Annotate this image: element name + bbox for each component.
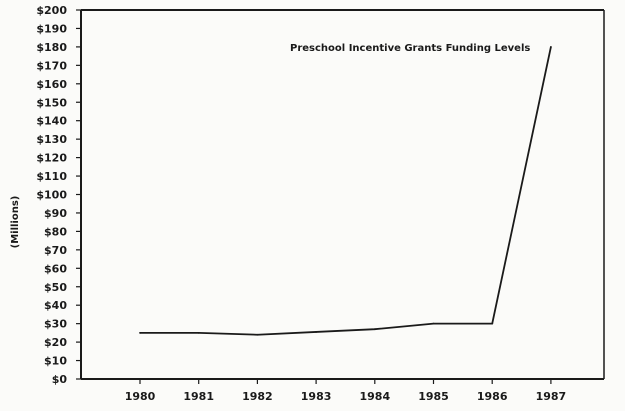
- y-tick-label: $70: [44, 244, 67, 257]
- y-tick-label: $110: [36, 170, 67, 183]
- data-point: [550, 46, 552, 48]
- data-point: [373, 328, 376, 331]
- x-tick-label: 1980: [125, 390, 156, 403]
- x-tick-label: 1981: [183, 390, 214, 403]
- x-axis: 1980 1981 1982 1983 1984 1985 1986 1987: [125, 379, 567, 403]
- y-tick-label: $140: [36, 115, 67, 128]
- y-tick-label: $30: [44, 318, 67, 331]
- y-tick-label: $20: [44, 336, 67, 349]
- chart-title: Preschool Incentive Grants Funding Level…: [290, 43, 530, 54]
- series-group: [139, 46, 552, 336]
- x-tick-label: 1982: [242, 390, 273, 403]
- x-tick-label: 1986: [477, 390, 508, 403]
- plot-frame: [80, 9, 605, 380]
- y-tick-label: $90: [44, 207, 67, 220]
- y-tick-label: $100: [36, 189, 67, 202]
- x-tick-label: 1984: [359, 390, 390, 403]
- y-tick-label: $80: [44, 225, 67, 238]
- y-axis: $0 $10 $20 $30 $40 $50 $60 $70 $80 $90 $100 $110 $12…: [36, 4, 81, 386]
- data-point: [315, 331, 317, 333]
- y-tick-label: $120: [36, 152, 67, 165]
- y-tick-label: $180: [36, 41, 67, 54]
- data-point: [256, 333, 259, 336]
- series-line: [140, 46, 552, 336]
- y-tick-label: $40: [44, 299, 67, 312]
- y-tick-label: $10: [44, 355, 67, 368]
- x-tick-label: 1983: [301, 390, 332, 403]
- y-tick-label: $200: [36, 4, 67, 17]
- y-tick-label: $60: [44, 262, 67, 275]
- data-point: [197, 331, 200, 334]
- y-tick-label: $160: [36, 78, 67, 91]
- x-tick-label: 1985: [418, 390, 449, 403]
- data-point: [432, 322, 435, 325]
- y-tick-label: $130: [36, 133, 67, 146]
- y-tick-label: $50: [44, 281, 67, 294]
- x-tick-label: 1987: [536, 390, 567, 403]
- y-tick-label: $190: [36, 22, 67, 35]
- y-tick-label: $150: [36, 96, 67, 109]
- data-point: [139, 331, 141, 334]
- data-point: [491, 322, 494, 325]
- y-axis-label: (Millions): [10, 196, 21, 249]
- y-tick-label: $0: [52, 373, 68, 386]
- y-tick-label: $170: [36, 59, 67, 72]
